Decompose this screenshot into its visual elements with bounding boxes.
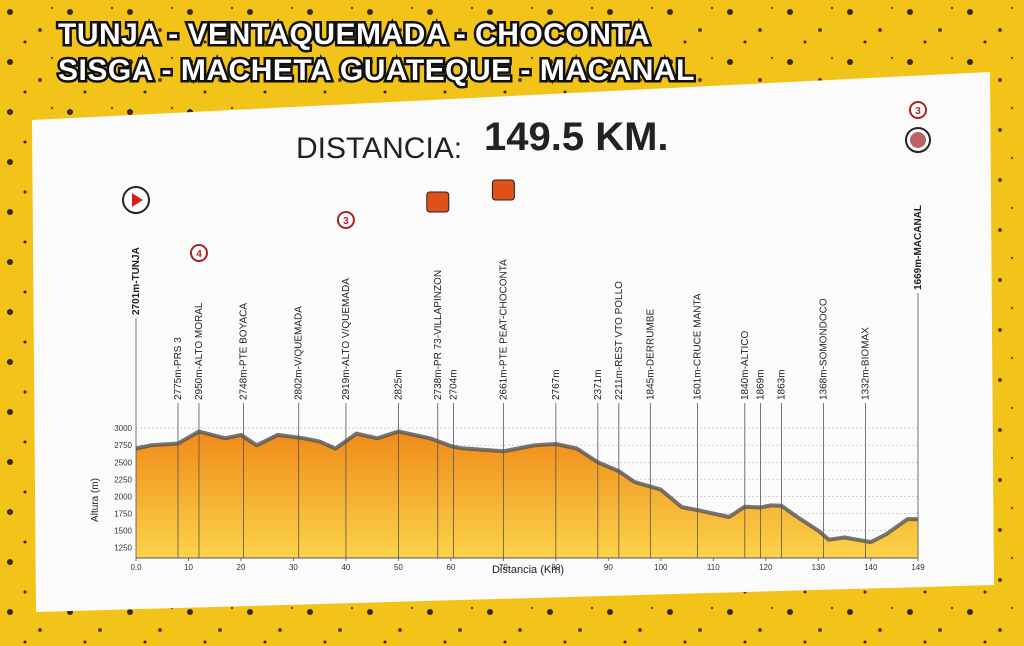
x-tick-label: 90 bbox=[604, 563, 613, 572]
x-tick-label: 60 bbox=[446, 563, 455, 572]
x-tick-label: 140 bbox=[864, 563, 878, 572]
waypoint-label: 2701m-TUNJA bbox=[131, 247, 142, 315]
y-tick-label: 2500 bbox=[114, 458, 132, 467]
waypoint-label: 1601m-CRUCE MANTA bbox=[693, 293, 704, 400]
waypoint-label: 2738m-PR 73-VILLAPINZON bbox=[433, 270, 444, 400]
x-tick-label: 0.0 bbox=[130, 563, 142, 572]
waypoint-label: 1845m-DERRUMBE bbox=[645, 309, 656, 400]
waypoint-label: 1332m-BIOMAX bbox=[861, 327, 872, 400]
sprint-icon bbox=[426, 191, 450, 213]
x-tick-label: 20 bbox=[237, 563, 246, 572]
x-tick-label: 120 bbox=[759, 563, 773, 572]
waypoint-label: 2371m bbox=[593, 369, 604, 400]
waypoint-label: 2211m-REST VTO POLLO bbox=[614, 281, 625, 400]
waypoint-label: 1869m bbox=[756, 369, 767, 400]
distance: 149.5 KM. bbox=[484, 115, 669, 159]
y-tick-label: 2000 bbox=[114, 492, 132, 501]
category-label: 3 bbox=[915, 106, 921, 117]
x-tick-label: 149 bbox=[911, 563, 925, 572]
title-line: SISGA - MACHETA GUATEQUE - MACANAL bbox=[58, 54, 695, 87]
title-line: TUNJA - VENTAQUEMADA - CHOCONTA bbox=[58, 18, 650, 51]
y-tick-label: 2250 bbox=[114, 475, 132, 484]
waypoint-label: 2704m bbox=[449, 369, 460, 400]
waypoint-label: 1669m-MACANAL bbox=[913, 205, 924, 290]
y-tick-label: 1500 bbox=[114, 527, 132, 536]
waypoint-label: 2919m-ALTO V/QUEMADA bbox=[341, 278, 352, 400]
y-axis-label: Altura (m) bbox=[90, 478, 101, 522]
x-tick-label: 80 bbox=[551, 563, 560, 572]
waypoint-label: 2825m bbox=[393, 369, 404, 400]
profile-ridge bbox=[135, 429, 918, 545]
x-tick-label: 50 bbox=[394, 563, 403, 572]
x-tick-label: 100 bbox=[654, 563, 668, 572]
category-badge bbox=[189, 244, 208, 262]
x-tick-label: 130 bbox=[812, 563, 826, 572]
waypoint-label: 2661m-PTE PEAT-CHOCONTA bbox=[498, 259, 509, 400]
category-label: 4 bbox=[196, 249, 202, 260]
start-arrow bbox=[132, 193, 143, 207]
y-tick-label: 3000 bbox=[114, 424, 132, 433]
waypoint-label: 2767m bbox=[551, 369, 562, 400]
x-tick-label: 70 bbox=[499, 563, 508, 572]
y-tick-label: 2750 bbox=[114, 441, 132, 450]
x-tick-label: 30 bbox=[289, 563, 298, 572]
x-tick-label: 110 bbox=[707, 563, 720, 572]
profile-area bbox=[136, 431, 918, 558]
waypoint-label: 2950m-ALTO MORAL bbox=[194, 302, 205, 400]
y-tick-label: 1250 bbox=[114, 544, 132, 553]
sprint-icon bbox=[491, 179, 515, 201]
category-badge bbox=[909, 101, 927, 119]
x-tick-label: 40 bbox=[341, 563, 350, 572]
category-label: 3 bbox=[343, 216, 349, 227]
category-badge bbox=[336, 211, 355, 229]
waypoint-label: 2802m-V/QUEMADA bbox=[294, 306, 305, 400]
y-tick-label: 1750 bbox=[114, 510, 132, 519]
waypoint-label: 1368m-SOMONDOCO bbox=[819, 298, 830, 400]
waypoint-label: 1840m-ALTICO bbox=[740, 330, 751, 400]
waypoint-label: 1863m bbox=[777, 369, 788, 400]
x-tick-label: 10 bbox=[184, 563, 193, 572]
subtitle: DISTANCIA: bbox=[296, 132, 462, 165]
finish-check bbox=[910, 132, 926, 148]
waypoint-label: 2775m-PRS 3 bbox=[173, 337, 184, 400]
waypoint-label: 2748m-PTE BOYACA bbox=[239, 303, 250, 400]
x-axis-label: Distancia (Km) bbox=[492, 564, 564, 576]
